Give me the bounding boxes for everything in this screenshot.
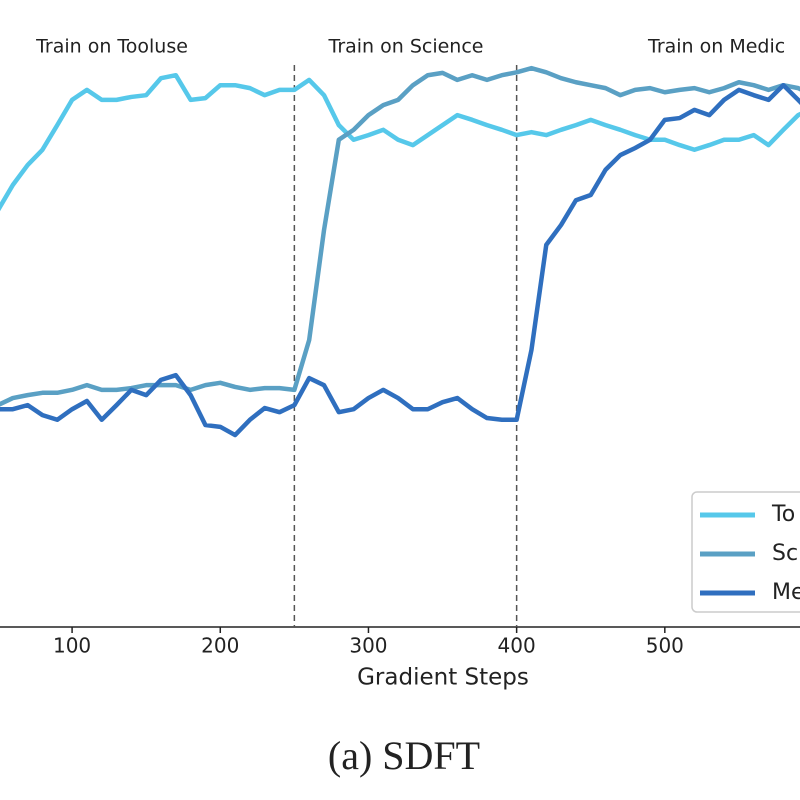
phase-label: Train on Tooluse [35,36,188,58]
caption: (a) SDFT [328,733,480,778]
phase-label: Train on Science [328,36,484,58]
legend-label: Sc [772,541,798,566]
x-tick-label: 500 [646,634,684,658]
legend-label: To [771,502,795,527]
phase-label: Train on Medic [647,36,785,58]
series-line [0,65,800,407]
x-tick-label: 100 [53,634,91,658]
x-axis-label: Gradient Steps [357,665,529,691]
series-line [0,82,800,438]
x-tick-label: 400 [498,634,536,658]
x-tick-label: 200 [201,634,239,658]
legend-label: Me [772,580,800,605]
series-line [0,72,800,212]
x-tick-label: 300 [349,634,387,658]
